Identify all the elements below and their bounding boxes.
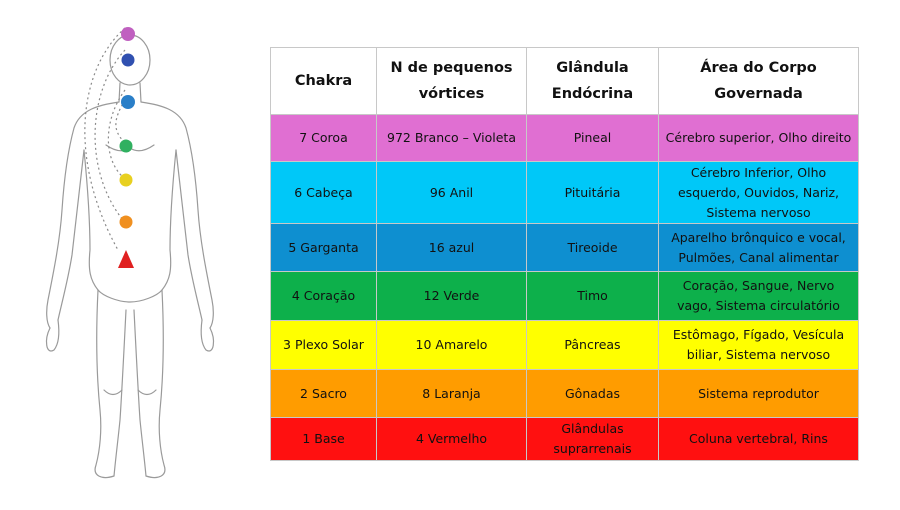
- throat-chakra-point: [121, 95, 135, 109]
- cell-vortices: 972 Branco – Violeta: [376, 114, 527, 162]
- header-body-area: Área do Corpo Governada: [658, 47, 859, 115]
- header-chakra: Chakra: [270, 47, 377, 115]
- table-row: 3 Plexo Solar 10 Amarelo Pâncreas Estôma…: [270, 320, 859, 370]
- cell-body-area: Coração, Sangue, Nervo vago, Sistema cir…: [658, 271, 859, 321]
- cell-gland: Glândulas suprarrenais: [526, 417, 659, 461]
- cell-chakra: 2 Sacro: [270, 369, 377, 418]
- left-arm-outline: [46, 101, 120, 329]
- third-eye-chakra-point: [121, 53, 135, 67]
- cell-gland: Gônadas: [526, 369, 659, 418]
- solar-plexus-chakra-point: [119, 173, 133, 187]
- chakra-table: Chakra N de pequenos vórtices Glândula E…: [270, 47, 859, 461]
- table-row: 2 Sacro 8 Laranja Gônadas Sistema reprod…: [270, 369, 859, 418]
- cell-chakra: 3 Plexo Solar: [270, 320, 377, 370]
- table-row: 6 Cabeça 96 Anil Pituitária Cérebro Infe…: [270, 161, 859, 224]
- cell-gland: Tireoide: [526, 223, 659, 272]
- cell-vortices: 10 Amarelo: [376, 320, 527, 370]
- header-vortices: N de pequenos vórtices: [376, 47, 527, 115]
- cell-chakra: 7 Coroa: [270, 114, 377, 162]
- cell-body-area: Aparelho brônquico e vocal, Pulmões, Can…: [658, 223, 859, 272]
- cell-body-area: Sistema reprodutor: [658, 369, 859, 418]
- cell-body-area: Estômago, Fígado, Vesícula biliar, Siste…: [658, 320, 859, 370]
- heart-chakra-point: [119, 139, 133, 153]
- energy-flow-line: [84, 27, 126, 251]
- cell-vortices: 96 Anil: [376, 161, 527, 224]
- right-leg-outline: [145, 289, 166, 479]
- cell-chakra: 4 Coração: [270, 271, 377, 321]
- cell-gland: Pineal: [526, 114, 659, 162]
- root-chakra-point: [118, 250, 134, 268]
- cell-gland: Pituitária: [526, 161, 659, 224]
- left-leg-outline: [94, 289, 115, 479]
- cell-gland: Pâncreas: [526, 320, 659, 370]
- sacral-chakra-point: [119, 215, 133, 229]
- cell-body-area: Coluna vertebral, Rins: [658, 417, 859, 461]
- cell-body-area: Cérebro Inferior, Olho esquerdo, Ouvidos…: [658, 161, 859, 224]
- right-arm-outline: [140, 101, 214, 329]
- human-figure-illustration: [45, 27, 215, 479]
- cell-vortices: 12 Verde: [376, 271, 527, 321]
- crown-chakra-point: [121, 27, 135, 41]
- cell-vortices: 4 Vermelho: [376, 417, 527, 461]
- table-row: 5 Garganta 16 azul Tireoide Aparelho brô…: [270, 223, 859, 272]
- cell-body-area: Cérebro superior, Olho direito: [658, 114, 859, 162]
- header-gland: Glândula Endócrina: [526, 47, 659, 115]
- table-row: 4 Coração 12 Verde Timo Coração, Sangue,…: [270, 271, 859, 321]
- table-row: 7 Coroa 972 Branco – Violeta Pineal Cére…: [270, 114, 859, 162]
- table-row: 1 Base 4 Vermelho Glândulas suprarrenais…: [270, 417, 859, 461]
- cell-chakra: 6 Cabeça: [270, 161, 377, 224]
- cell-chakra: 1 Base: [270, 417, 377, 461]
- cell-gland: Timo: [526, 271, 659, 321]
- cell-vortices: 16 azul: [376, 223, 527, 272]
- table-header-row: Chakra N de pequenos vórtices Glândula E…: [270, 47, 859, 115]
- cell-chakra: 5 Garganta: [270, 223, 377, 272]
- cell-vortices: 8 Laranja: [376, 369, 527, 418]
